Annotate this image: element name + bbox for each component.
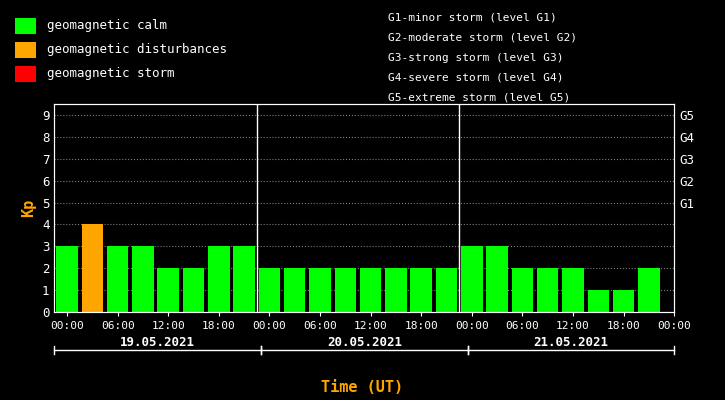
Bar (157, 268, 179, 312)
Text: 21.05.2021: 21.05.2021 (534, 336, 608, 348)
Text: geomagnetic calm: geomagnetic calm (47, 20, 167, 32)
Text: 19.05.2021: 19.05.2021 (120, 336, 195, 348)
Bar (208, 246, 230, 312)
Bar (107, 246, 128, 312)
Bar (613, 290, 634, 312)
Text: geomagnetic storm: geomagnetic storm (47, 68, 175, 80)
Y-axis label: Kp: Kp (22, 199, 36, 217)
Bar (57, 246, 78, 312)
Text: 20.05.2021: 20.05.2021 (327, 336, 402, 348)
Bar (334, 268, 356, 312)
Bar (486, 246, 508, 312)
Bar (259, 268, 280, 312)
Text: G5-extreme storm (level G5): G5-extreme storm (level G5) (388, 93, 570, 103)
Text: geomagnetic disturbances: geomagnetic disturbances (47, 44, 227, 56)
Bar (461, 246, 483, 312)
Text: Time (UT): Time (UT) (321, 380, 404, 396)
Bar (563, 268, 584, 312)
Text: G3-strong storm (level G3): G3-strong storm (level G3) (388, 53, 563, 63)
Bar (360, 268, 381, 312)
Bar (436, 268, 457, 312)
Bar (512, 268, 533, 312)
Text: G2-moderate storm (level G2): G2-moderate storm (level G2) (388, 33, 577, 43)
Bar (284, 268, 305, 312)
Bar (385, 268, 407, 312)
Text: G1-minor storm (level G1): G1-minor storm (level G1) (388, 13, 557, 23)
Bar (132, 246, 154, 312)
Bar (638, 268, 660, 312)
Bar (410, 268, 432, 312)
Text: G4-severe storm (level G4): G4-severe storm (level G4) (388, 73, 563, 83)
Bar (537, 268, 558, 312)
Bar (82, 224, 103, 312)
Bar (587, 290, 609, 312)
Bar (183, 268, 204, 312)
Bar (233, 246, 255, 312)
Bar (310, 268, 331, 312)
